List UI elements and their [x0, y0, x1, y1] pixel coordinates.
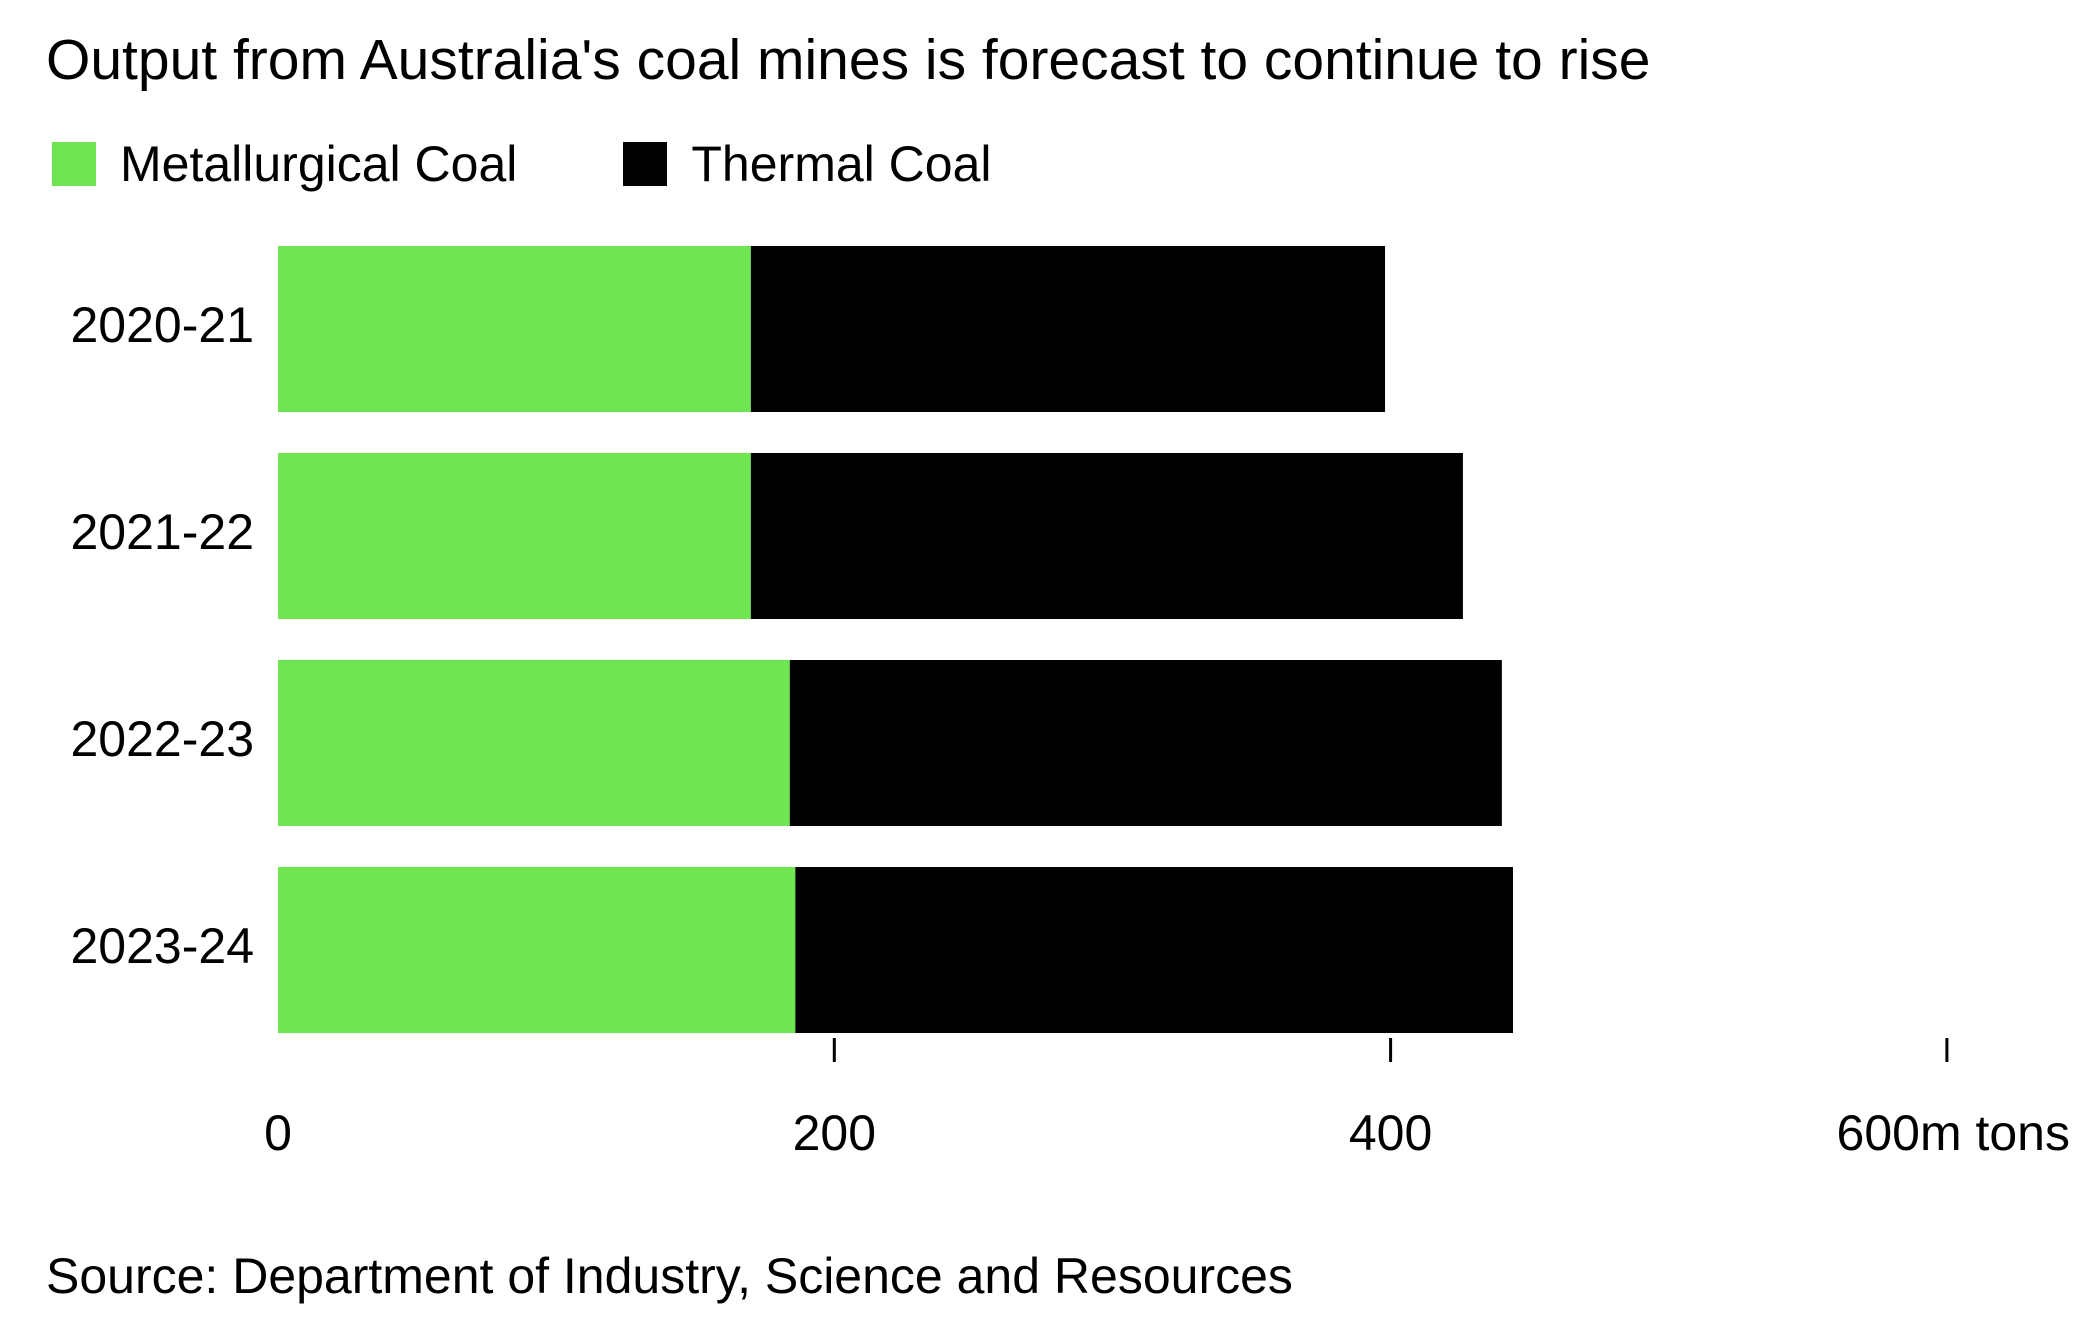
chart-title: Output from Australia's coal mines is fo… [46, 28, 1651, 92]
category-label-2021-22: 2021-22 [71, 504, 255, 560]
bar-segment-metallurgical-2021-22 [278, 453, 751, 619]
x-tick-label-400: 400 [1349, 1105, 1432, 1161]
bar-segment-thermal-2020-21 [750, 246, 1386, 412]
bar-segment-metallurgical-2023-24 [278, 867, 796, 1033]
legend-swatch-thermal [623, 142, 668, 186]
bar-segment-thermal-2022-23 [789, 660, 1502, 826]
legend-item-thermal: Thermal Coal [623, 135, 992, 193]
bar-segment-thermal-2023-24 [795, 867, 1513, 1033]
category-label-2020-21: 2020-21 [71, 297, 255, 353]
chart-legend: Metallurgical Coal Thermal Coal [52, 134, 1098, 194]
bar-segment-metallurgical-2020-21 [278, 246, 751, 412]
x-tick-label-200: 200 [793, 1105, 876, 1161]
bar-segment-metallurgical-2022-23 [278, 660, 790, 826]
legend-swatch-metallurgical [52, 142, 96, 186]
x-tick-label-600: 600m tons [1837, 1105, 2070, 1161]
legend-label-metallurgical: Metallurgical Coal [120, 136, 518, 192]
category-label-2023-24: 2023-24 [71, 918, 255, 974]
legend-label-thermal: Thermal Coal [691, 136, 992, 192]
legend-item-metallurgical: Metallurgical Coal [52, 135, 517, 193]
source-note: Source: Department of Industry, Science … [46, 1248, 1293, 1304]
bar-segment-thermal-2021-22 [750, 453, 1463, 619]
x-tick-label-0: 0 [264, 1105, 292, 1161]
category-label-2022-23: 2022-23 [71, 711, 255, 767]
